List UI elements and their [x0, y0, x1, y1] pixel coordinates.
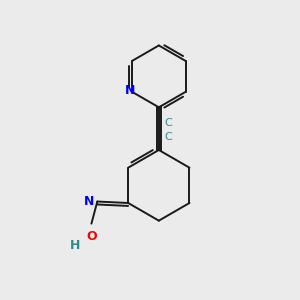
Text: O: O — [86, 230, 97, 243]
Text: N: N — [124, 84, 135, 97]
Text: N: N — [83, 195, 94, 208]
Text: H: H — [70, 239, 80, 252]
Text: C: C — [164, 132, 172, 142]
Text: C: C — [164, 118, 172, 128]
